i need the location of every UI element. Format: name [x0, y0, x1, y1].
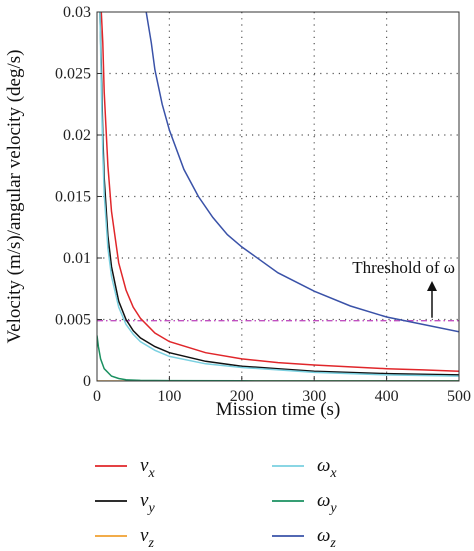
- x-tick-label: 100: [157, 388, 181, 405]
- legend-label: ωx: [317, 455, 337, 481]
- series-line-omega-x: [99, 12, 459, 377]
- y-tick-label: 0.005: [55, 312, 91, 329]
- legend-label: vz: [140, 525, 154, 551]
- y-tick-label: 0: [83, 373, 91, 390]
- x-tick-label: 300: [302, 388, 326, 405]
- x-tick-label: 500: [447, 388, 471, 405]
- y-axis-ticks: 0 0.005 0.01 0.015 0.02 0.025 0.03: [55, 4, 102, 390]
- grid: [97, 12, 459, 381]
- legend-label: ωz: [317, 525, 336, 551]
- x-axis-label: Mission time (s): [216, 399, 341, 420]
- legend-label: vx: [140, 455, 155, 481]
- threshold-label: Threshold of ω: [352, 258, 455, 277]
- y-tick-label: 0.015: [55, 189, 91, 206]
- y-tick-label: 0.02: [63, 127, 91, 144]
- x-tick-label: 0: [93, 388, 101, 405]
- y-tick-label: 0.01: [63, 250, 91, 267]
- y-tick-label: 0.03: [63, 4, 91, 21]
- series-line-omega-z: [145, 12, 459, 333]
- x-tick-label: 200: [230, 388, 254, 405]
- threshold-arrow-head: [427, 281, 437, 291]
- x-tick-label: 400: [375, 388, 399, 405]
- y-tick-label: 0.025: [55, 66, 91, 83]
- y-axis-label: Velocity (m/s)/angular velocity (deg/s): [4, 50, 25, 344]
- legend-label: vy: [140, 490, 155, 516]
- threshold-annotation: Threshold of ω: [352, 258, 455, 318]
- x-axis-ticks: 0 100 200 300 400 500: [93, 376, 471, 405]
- series-line-v-x: [100, 12, 459, 372]
- legend: vx vy vz ωx ωy ωz: [95, 455, 337, 551]
- legend-label: ωy: [317, 490, 337, 516]
